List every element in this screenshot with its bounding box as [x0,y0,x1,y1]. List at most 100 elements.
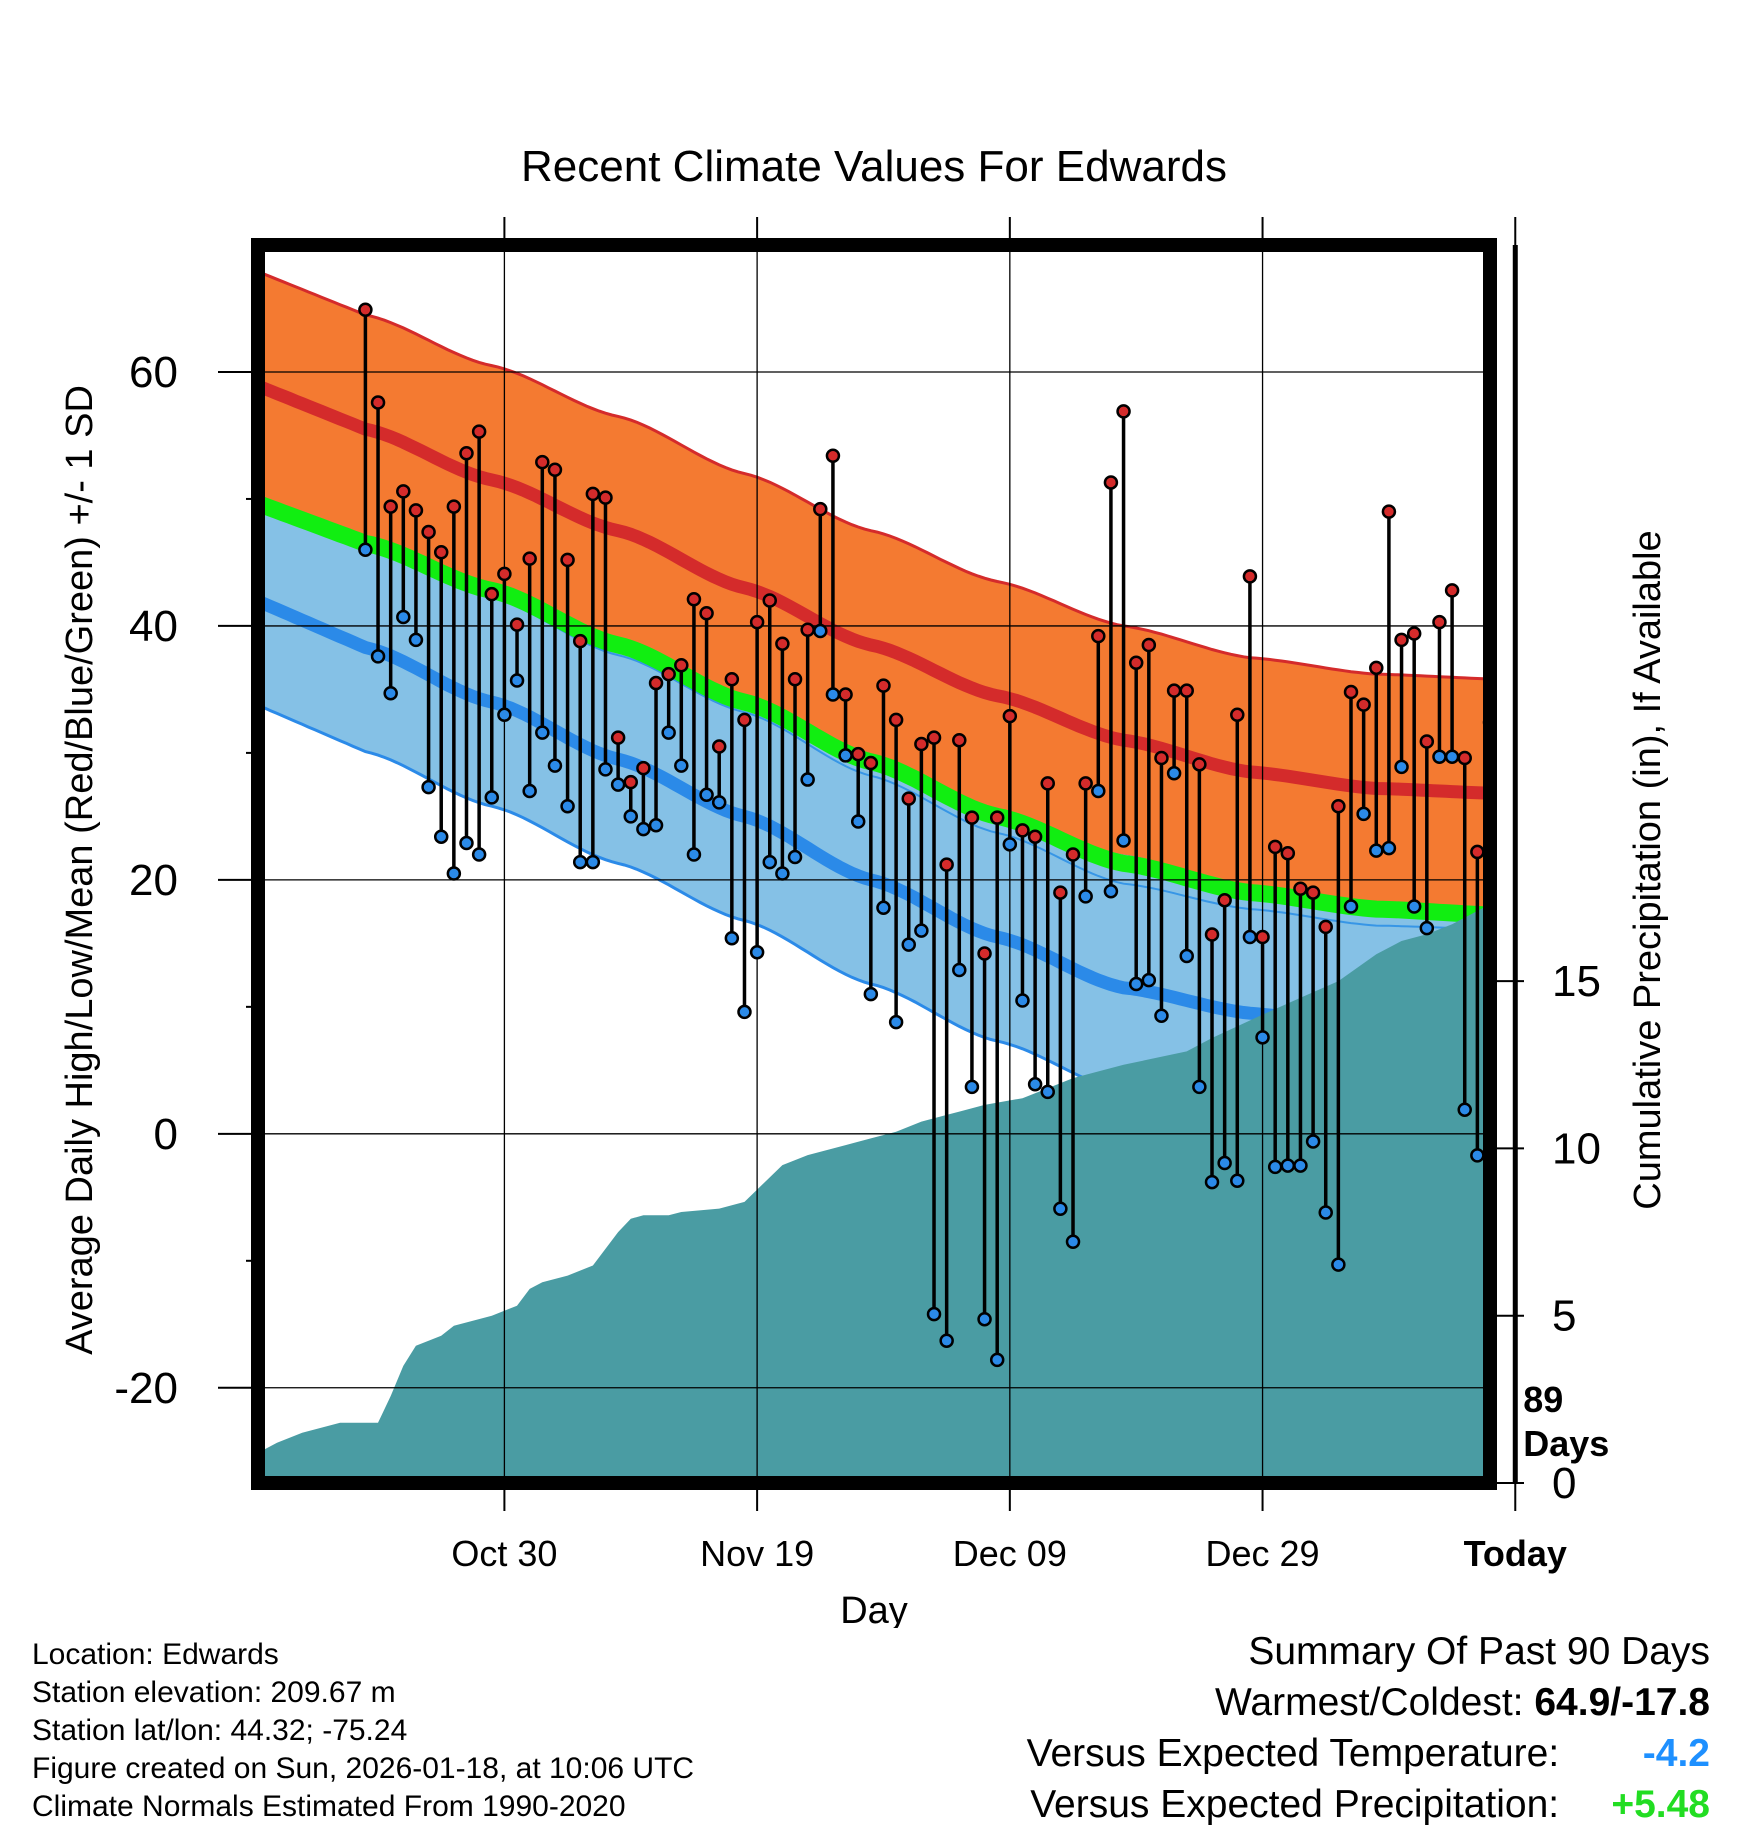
precip-value: +5.48 [1611,1783,1710,1826]
daily-high-point [775,636,790,651]
daily-low-point [1255,1030,1270,1045]
high-sd-band [258,271,1490,930]
daily-low-point [1457,1102,1472,1117]
daily-high-point [737,712,752,728]
normal-high-line [258,379,1490,800]
high-upper-sd-line [258,270,1490,681]
daily-low-point [977,1311,992,1327]
daily-high-point [926,730,942,745]
daily-low-point [1166,765,1182,781]
daily-low-point [598,762,613,777]
daily-low-point [901,937,916,952]
daily-low-point [370,649,386,664]
daily-high-point [610,730,626,745]
daily-high-point [1280,845,1296,861]
daily-high-point [459,445,474,461]
x-tick-label: Oct 30 [451,1533,557,1574]
daily-low-point [1217,1155,1232,1171]
y2-tick-label: 5 [1552,1292,1576,1341]
daily-low-point [383,685,398,701]
daily-high-point [1444,583,1460,598]
daily-high-point [1154,750,1169,766]
daily-low-point [762,854,778,870]
daily-high-point [674,658,689,673]
daily-low-point [1091,783,1106,799]
daily-low-point [535,725,550,740]
daily-low-point [1078,889,1093,904]
x-tick-label: Dec 29 [1206,1533,1320,1574]
daily-high-point [1217,892,1232,908]
daily-low-point [1103,884,1119,899]
daily-low-point [560,798,575,814]
daily-low-point [1192,1079,1207,1095]
daily-high-point [1002,708,1018,724]
daily-low-point [358,542,373,557]
daily-high-point [1331,798,1346,814]
daily-low-point [522,783,537,799]
daily-low-point [1204,1174,1220,1190]
daily-high-point [901,791,916,806]
daily-high-point [648,675,664,691]
precip-area [264,904,1490,1483]
daily-low-point [888,1014,904,1030]
daily-low-point [989,1352,1005,1368]
daily-low-point [737,1004,752,1020]
daily-high-point [838,687,853,702]
y-tick-label: 20 [129,856,178,905]
info-normals-period: Climate Normals Estimated From 1990-2020 [32,1790,626,1823]
warm-cold-value: 64.9/-17.8 [1534,1681,1710,1724]
y2-axis-label: Cumulative Precipitation (in), If Availa… [1627,530,1669,1209]
days-unit-label: Days [1523,1423,1609,1464]
daily-high-point [1166,683,1182,698]
daily-low-point [484,790,500,805]
daily-low-point [1230,1173,1245,1189]
info-location: Location: Edwards [32,1638,279,1671]
daily-low-point [636,821,651,837]
daily-high-point [433,545,449,560]
daily-low-point [825,687,841,702]
daily-high-point [762,593,778,608]
daily-high-point [850,746,866,762]
daily-high-point [509,617,525,632]
temp-label: Versus Expected Temperature: [1026,1732,1560,1775]
daily-high-point [989,810,1005,825]
daily-low-point [471,847,487,862]
daily-high-point [396,484,411,499]
daily-high-point [1255,929,1270,945]
daily-high-point [1015,823,1030,838]
daily-low-point [686,847,702,862]
daily-high-point [623,774,639,790]
daily-low-point [749,944,765,960]
daily-high-point [484,586,500,602]
daily-high-point [964,810,980,825]
daily-low-point [1293,1158,1308,1173]
daily-high-point [787,672,803,687]
summary-temp: Versus Expected Temperature: -4.2 [810,1728,1710,1779]
daily-high-point [749,614,765,630]
summary-heading: Summary Of Past 90 Days [1248,1630,1710,1673]
x-tick-label: Today [1464,1533,1567,1574]
daily-low-point [1154,1008,1169,1023]
daily-high-point [977,946,992,961]
daily-low-point [421,779,436,795]
daily-low-point [1040,1084,1055,1100]
info-latlon: Station lat/lon: 44.32; -75.24 [32,1714,408,1747]
daily-high-point [1343,684,1359,700]
temp-value: -4.2 [1642,1732,1710,1775]
daily-low-point [1394,759,1409,775]
daily-high-point [952,732,967,748]
daily-low-point [1432,749,1447,764]
daily-low-point [838,748,853,763]
y-tick-label: 40 [129,602,178,651]
daily-high-point [446,499,462,514]
station-info: Location: Edwards Station elevation: 209… [32,1636,694,1826]
daily-low-point [926,1306,942,1322]
daily-high-point [1128,655,1144,670]
info-created: Figure created on Sun, 2026-01-18, at 10… [32,1752,695,1785]
daily-high-point [724,672,740,687]
daily-high-point [497,566,512,582]
daily-high-point [863,755,879,771]
daily-low-point [674,758,689,773]
daily-low-point [1242,929,1258,945]
daily-low-point [585,854,601,870]
